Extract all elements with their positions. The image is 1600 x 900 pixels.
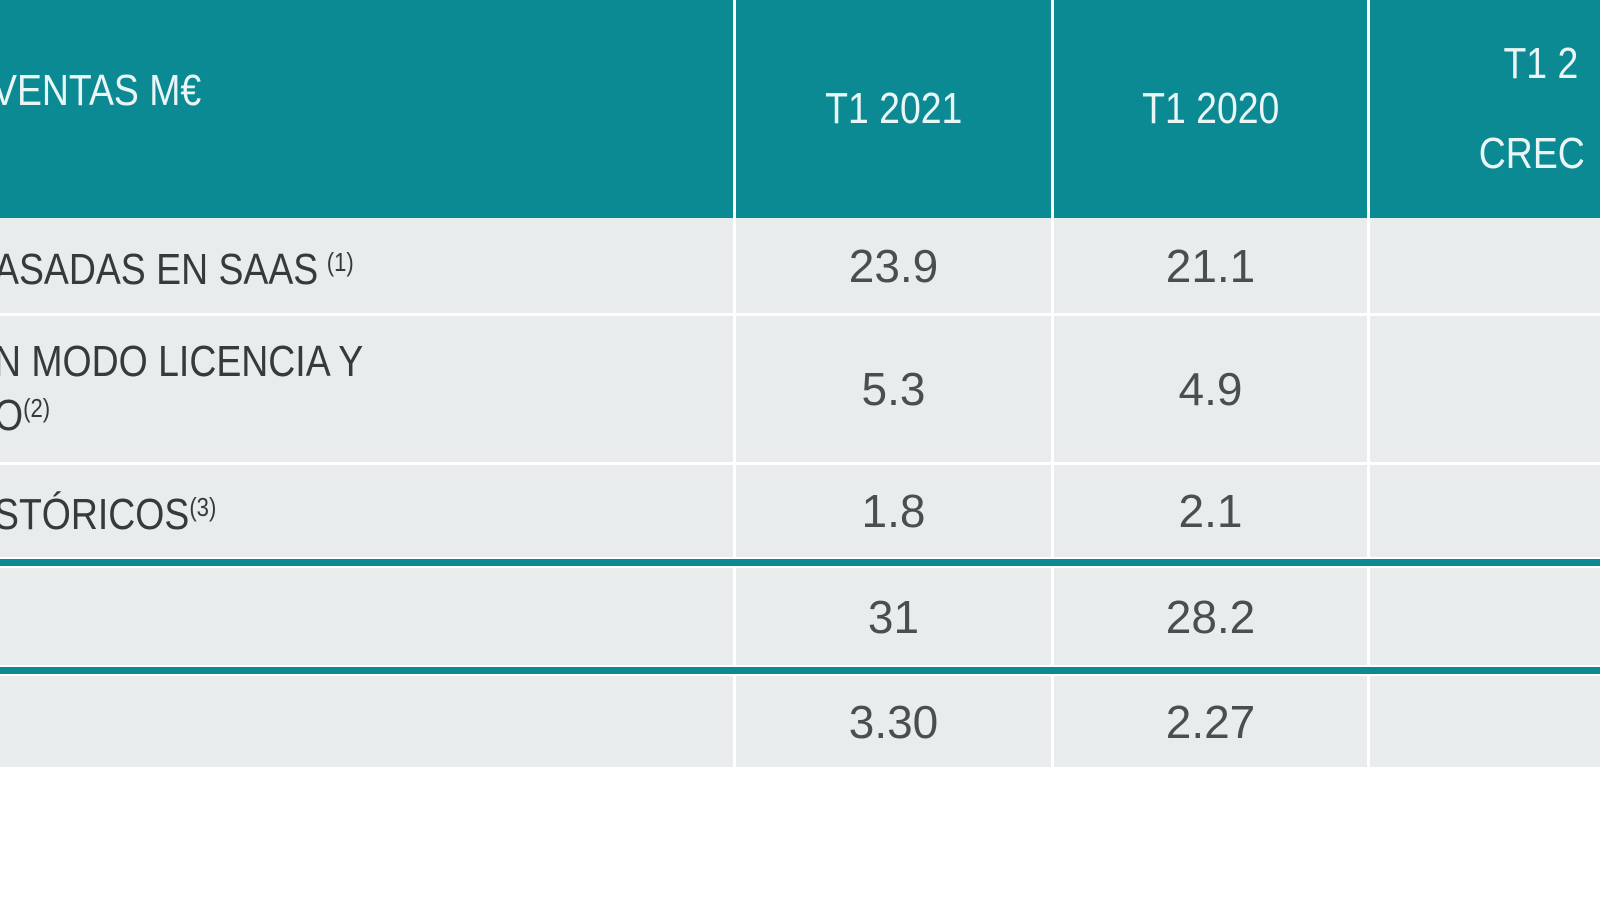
- row-label: N MODO LICENCIA YO(2): [0, 337, 364, 439]
- footnote-marker: (2): [23, 393, 51, 423]
- cell-t1-2021: 1.8: [733, 465, 1051, 557]
- table-row-historicos: STÓRICOS(3) 1.8 2.1: [0, 465, 1600, 557]
- cell-growth: [1367, 676, 1600, 767]
- cell-growth: [1367, 316, 1600, 462]
- table-row-total: 31 28.2: [0, 568, 1600, 665]
- table-row-licencia: N MODO LICENCIA YO(2) 5.3 4.9: [0, 316, 1600, 462]
- value: 28.2: [1165, 590, 1256, 643]
- cell-t1-2020: 2.1: [1051, 465, 1367, 557]
- value: 3.30: [848, 695, 939, 748]
- table-row-ratio: 3.30 2.27: [0, 676, 1600, 767]
- header-cell-t1-2021: T1 2021: [733, 0, 1051, 218]
- header-cell-sales-metric: VENTAS M€: [0, 0, 733, 218]
- cell-label: [0, 568, 733, 665]
- cell-label: [0, 676, 733, 767]
- cell-t1-2021: 23.9: [733, 218, 1051, 313]
- value: 1.8: [861, 485, 926, 537]
- cell-label: STÓRICOS(3): [0, 465, 733, 557]
- sales-table: VENTAS M€ T1 2021 T1 2020 T1 2 CREC ASAD…: [0, 0, 1600, 767]
- row-separator: [0, 313, 1600, 316]
- value: 23.9: [848, 239, 939, 292]
- sales-metric-label: VENTAS M€: [0, 66, 202, 115]
- footnote-marker: (1): [326, 246, 354, 277]
- growth-label-line1: T1 2: [1503, 39, 1579, 88]
- value: 2.1: [1178, 485, 1243, 537]
- cell-growth: [1367, 568, 1600, 665]
- header-cell-t1-2020: T1 2020: [1051, 0, 1367, 218]
- cell-label: N MODO LICENCIA YO(2): [0, 316, 733, 462]
- value: 4.9: [1178, 363, 1243, 415]
- footnote-marker: (3): [189, 492, 217, 522]
- row-label: ASADAS EN SAAS (1): [0, 244, 354, 294]
- cell-growth: [1367, 465, 1600, 557]
- cell-t1-2020: 28.2: [1051, 568, 1367, 665]
- teal-divider: [0, 665, 1600, 676]
- table-header-row: VENTAS M€ T1 2021 T1 2020 T1 2 CREC: [0, 0, 1600, 218]
- row-separator: [0, 462, 1600, 465]
- value: 5.3: [861, 363, 926, 415]
- value: 31: [867, 590, 920, 643]
- cell-t1-2020: 21.1: [1051, 218, 1367, 313]
- value: 2.27: [1165, 695, 1256, 748]
- table-row-saas: ASADAS EN SAAS (1) 23.9 21.1: [0, 218, 1600, 313]
- cell-t1-2020: 2.27: [1051, 676, 1367, 767]
- t1-2020-label: T1 2020: [1141, 84, 1280, 133]
- cell-t1-2021: 3.30: [733, 676, 1051, 767]
- row-label: STÓRICOS(3): [0, 490, 217, 539]
- value: 21.1: [1165, 239, 1256, 292]
- cell-label: ASADAS EN SAAS (1): [0, 218, 733, 313]
- cell-t1-2021: 5.3: [733, 316, 1051, 462]
- header-cell-growth: T1 2 CREC: [1367, 0, 1600, 218]
- teal-divider: [0, 557, 1600, 568]
- growth-label-line2: CREC: [1478, 129, 1585, 178]
- cell-growth: [1367, 218, 1600, 313]
- cell-t1-2020: 4.9: [1051, 316, 1367, 462]
- cell-t1-2021: 31: [733, 568, 1051, 665]
- t1-2021-label: T1 2021: [824, 84, 963, 133]
